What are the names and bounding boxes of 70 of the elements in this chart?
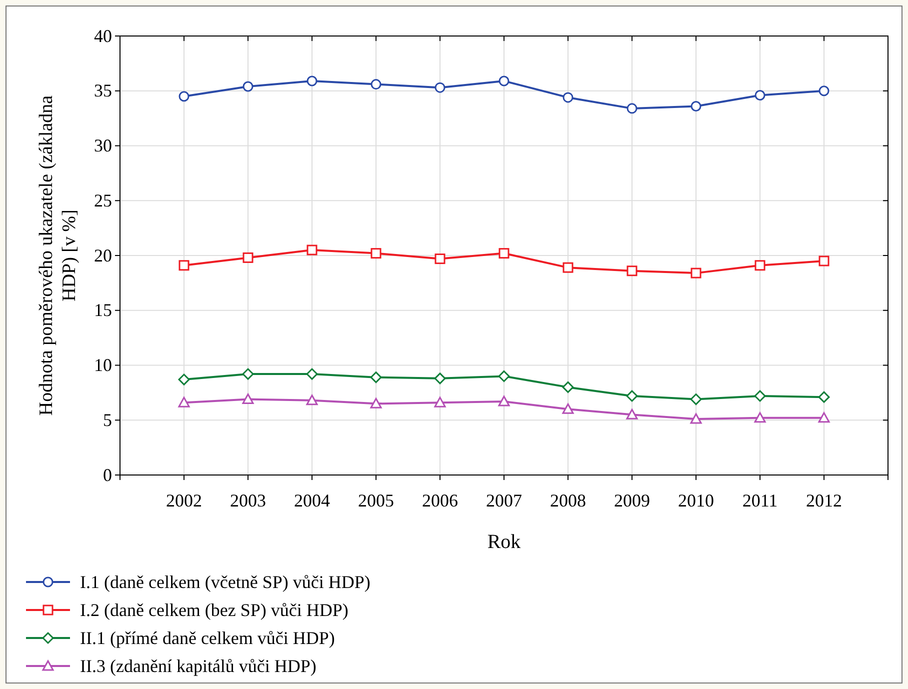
point xyxy=(626,390,638,402)
legend-label: I.2 (daně celkem (bez SP) vůči HDP) xyxy=(80,600,348,620)
x-tick-label: 2006 xyxy=(422,490,458,510)
point xyxy=(754,390,766,402)
point xyxy=(434,372,446,384)
y-tick-label: 30 xyxy=(94,136,112,156)
y-tick-label: 15 xyxy=(94,300,112,320)
point xyxy=(562,381,574,393)
x-tick-label: 2007 xyxy=(486,490,522,510)
point xyxy=(370,79,382,90)
y-tick-label: 35 xyxy=(94,80,112,101)
x-tick-label: 2008 xyxy=(550,490,586,510)
x-tick-label: 2012 xyxy=(806,490,842,510)
x-tick-label: 2005 xyxy=(358,490,394,510)
point xyxy=(818,391,830,403)
point xyxy=(242,81,254,92)
point xyxy=(562,403,574,414)
point xyxy=(242,368,254,380)
point xyxy=(242,252,254,263)
point xyxy=(178,374,190,386)
point xyxy=(690,100,702,112)
point xyxy=(178,91,190,102)
point xyxy=(498,370,510,382)
y-tick-label: 25 xyxy=(94,190,112,210)
point xyxy=(242,394,254,404)
point xyxy=(690,394,702,406)
point xyxy=(178,260,190,271)
point xyxy=(434,254,446,264)
x-tick-label: 2009 xyxy=(614,490,650,510)
point xyxy=(306,368,318,380)
point xyxy=(818,256,830,266)
point xyxy=(498,396,510,406)
point xyxy=(370,248,382,259)
point xyxy=(754,412,766,423)
point xyxy=(626,408,638,420)
point xyxy=(754,90,766,101)
point xyxy=(690,413,702,424)
x-tick-label: 2004 xyxy=(294,490,330,510)
point xyxy=(562,262,574,273)
x-tick-label: 2011 xyxy=(742,490,778,510)
point xyxy=(178,396,190,408)
point xyxy=(754,260,766,271)
point xyxy=(626,103,638,114)
x-axis-title: Rok xyxy=(487,531,521,553)
point xyxy=(306,394,318,406)
x-tick-label: 2010 xyxy=(678,490,714,510)
point xyxy=(626,266,638,276)
point xyxy=(434,396,446,408)
x-tick-label: 2003 xyxy=(230,490,266,510)
legend-label: II.3 (zdanění kapitálů vůči HDP) xyxy=(80,656,316,676)
legend-label: I.1 (daně celkem (včetně SP) vůči HDP) xyxy=(80,572,370,592)
y-axis-title: Hodnota poměrového ukazatele (základna HDP) [v %] xyxy=(36,94,80,416)
y-tick-label: 5 xyxy=(103,410,112,430)
point xyxy=(498,76,510,86)
legend-label: II.1 (přímé daně celkem vůči HDP) xyxy=(80,628,335,648)
point xyxy=(690,268,702,278)
point xyxy=(434,82,446,93)
y-tick-label: 0 xyxy=(103,464,112,485)
y-tick-label: 40 xyxy=(94,26,112,46)
point xyxy=(818,86,830,96)
point xyxy=(370,372,382,384)
x-tick-label: 2002 xyxy=(166,490,202,510)
point xyxy=(370,398,382,408)
y-tick-label: 10 xyxy=(94,355,112,376)
point xyxy=(498,248,510,259)
point xyxy=(306,76,318,86)
y-tick-label: 20 xyxy=(94,245,112,266)
point xyxy=(562,92,574,103)
point xyxy=(818,412,830,423)
point xyxy=(306,244,318,256)
